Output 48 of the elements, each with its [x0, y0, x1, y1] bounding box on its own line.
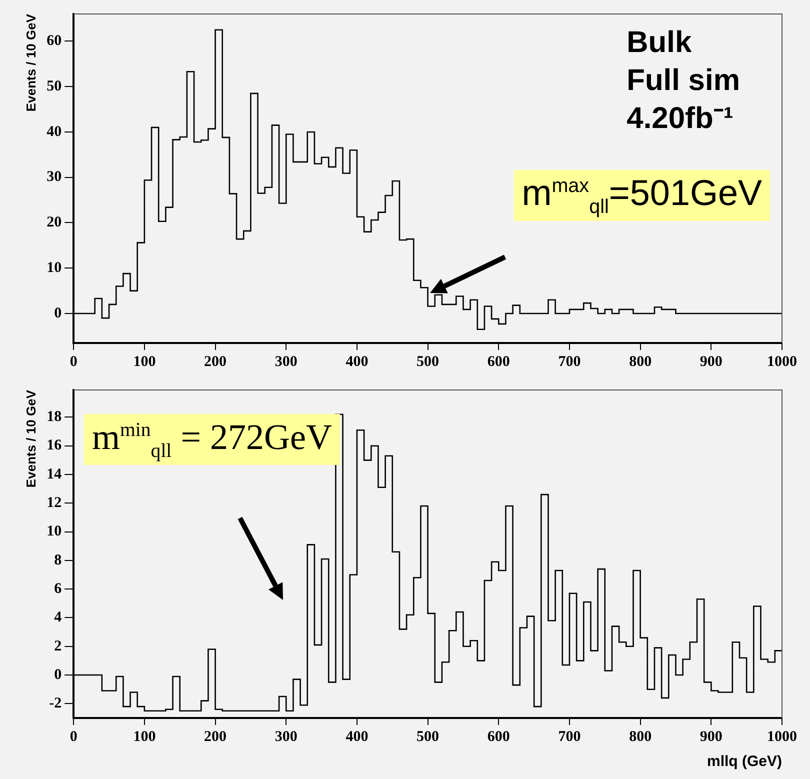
x-tick-label: 800 [629, 354, 652, 370]
x-tick-label: 100 [133, 728, 156, 745]
y-axis-title: Events / 10 GeV [23, 14, 38, 112]
y-tick-label: 0 [54, 305, 62, 322]
x-tick-label: 200 [204, 354, 227, 370]
x-tick-label: 0 [70, 728, 78, 745]
x-tick-label: 700 [558, 728, 581, 745]
y-tick-label: 14 [46, 466, 62, 482]
x-tick-label: 900 [700, 354, 722, 370]
y-tick-label: -2 [49, 696, 62, 712]
y-tick-label: 50 [46, 78, 62, 94]
y-tick-label: 60 [46, 33, 62, 50]
x-tick-label: 1000 [767, 354, 797, 370]
y-tick-label: 0 [54, 666, 62, 683]
annotation: Full sim [626, 63, 740, 99]
x-tick-label: 300 [274, 354, 298, 370]
y-tick-label: 8 [54, 552, 62, 568]
y-tick-label: 2 [54, 638, 62, 654]
x-tick-label: 700 [558, 354, 581, 370]
y-tick-label: 16 [46, 438, 62, 454]
x-tick-label: 600 [487, 354, 510, 370]
x-tick-label: 500 [416, 728, 440, 745]
x-tick-label: 500 [416, 354, 440, 370]
y-tick-label: 30 [46, 169, 62, 186]
x-tick-label: 0 [70, 354, 78, 370]
annotation: m$^{min}$$_{qll}$ = 272GeV [84, 414, 340, 466]
x-tick-label: 300 [274, 728, 298, 745]
y-tick-label: 10 [46, 524, 62, 540]
x-axis-title: mllq (GeV) [706, 753, 782, 770]
y-tick-label: 12 [46, 495, 62, 512]
x-tick-label: 1000 [767, 728, 797, 745]
x-tick-label: 800 [629, 728, 652, 745]
x-tick-label: 200 [204, 728, 227, 745]
y-tick-label: 20 [46, 214, 62, 231]
x-tick-label: 900 [700, 728, 722, 745]
annotation: 4.20fb⁻¹ [626, 101, 734, 137]
y-tick-label: 40 [46, 124, 62, 140]
x-tick-label: 400 [346, 354, 368, 370]
x-tick-label: 400 [346, 728, 368, 745]
y-tick-label: 4 [54, 610, 62, 626]
y-tick-label: 10 [46, 260, 62, 276]
y-axis-title: Events / 10 GeV [23, 390, 38, 488]
annotation: Bulk [626, 25, 693, 61]
x-tick-label: 100 [133, 354, 156, 370]
annotation: m$^{max}$$_{qll}$=501GeV [514, 170, 770, 222]
x-tick-label: 600 [487, 728, 510, 745]
y-tick-label: 6 [54, 580, 62, 597]
y-tick-label: 18 [46, 409, 62, 426]
